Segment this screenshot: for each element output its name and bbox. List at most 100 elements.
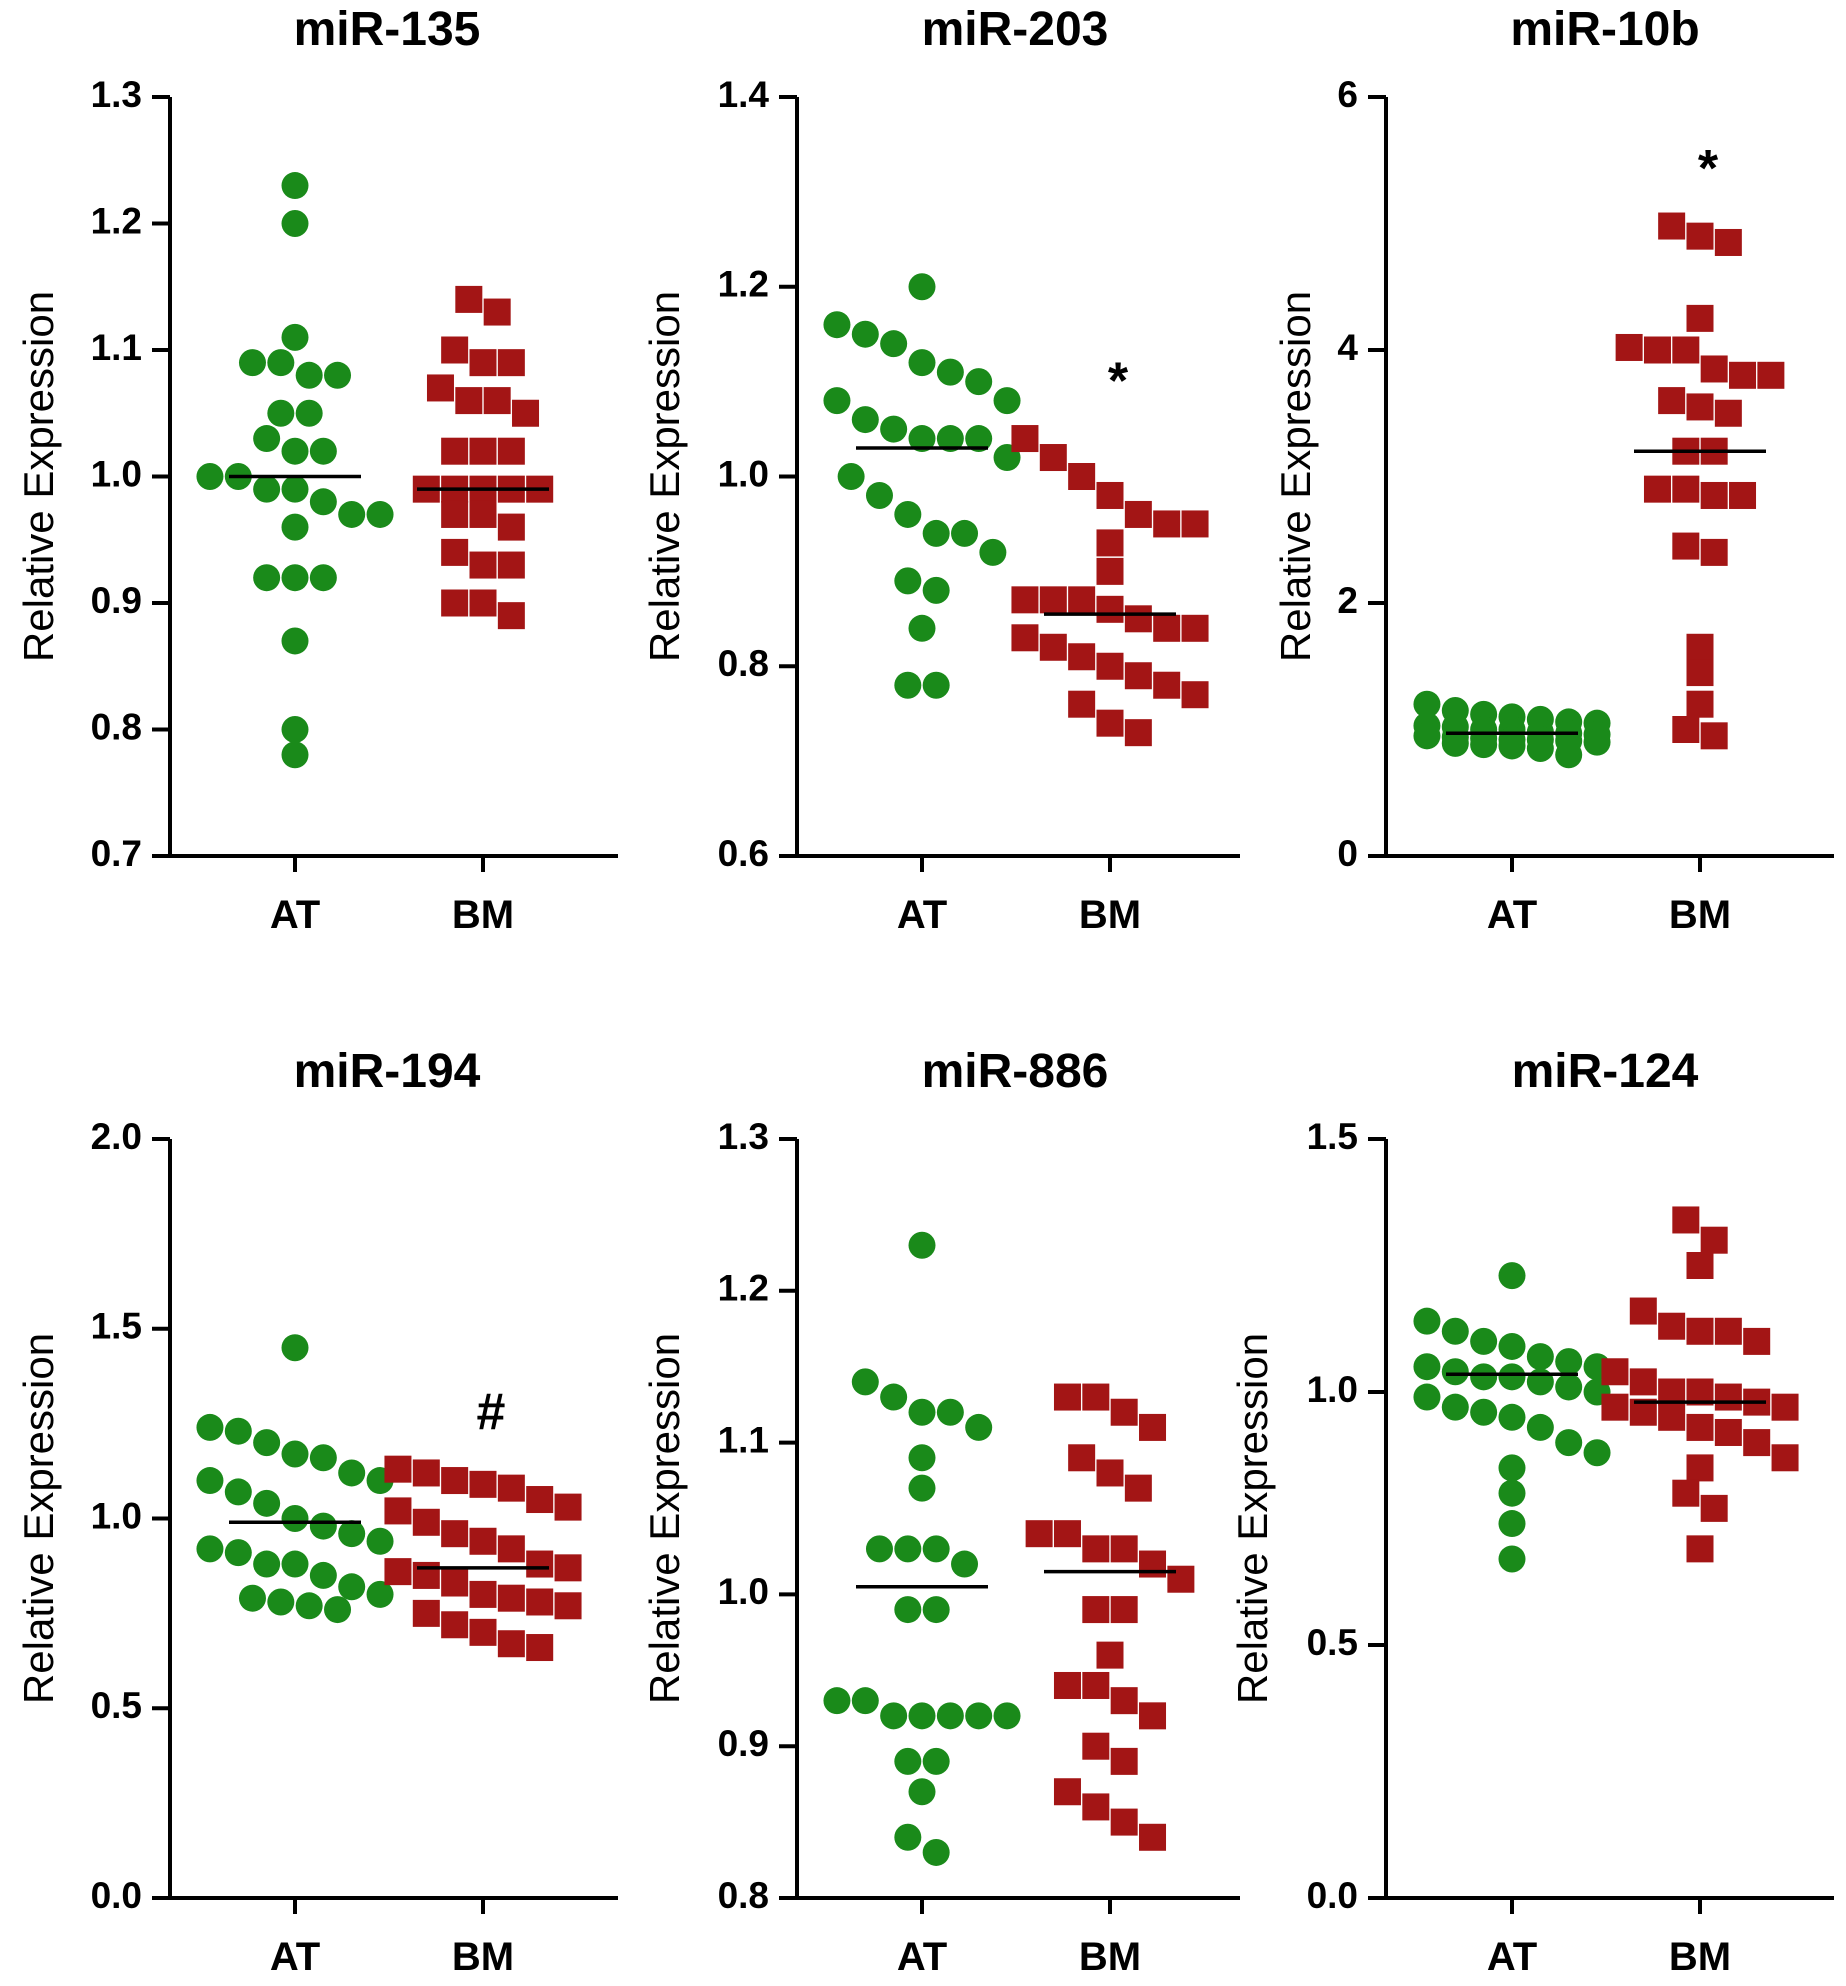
- data-point-bm: [1096, 557, 1124, 585]
- data-point-at: [880, 1702, 908, 1730]
- data-point-bm: [483, 298, 511, 326]
- data-point-bm: [469, 349, 497, 377]
- y-tick-label: 0.8: [718, 1875, 769, 1916]
- data-point-at: [1498, 1403, 1526, 1431]
- data-point-bm: [426, 374, 454, 402]
- data-point-at: [993, 387, 1021, 415]
- data-point-bm: [469, 1470, 497, 1498]
- data-point-at: [253, 1429, 281, 1457]
- x-tick-label-bm: BM: [1079, 893, 1141, 937]
- data-point-at: [865, 1535, 893, 1563]
- panel-title: miR-10b: [1510, 3, 1699, 56]
- x-tick-label-at: AT: [1487, 1935, 1537, 1979]
- data-point-bm: [1153, 671, 1181, 699]
- data-point-at: [1441, 1393, 1469, 1421]
- data-point-at: [922, 519, 950, 547]
- data-point-at: [936, 1702, 964, 1730]
- data-point-bm: [412, 1459, 440, 1487]
- data-point-at: [965, 1413, 993, 1441]
- data-point-bm: [497, 437, 525, 465]
- data-point-bm: [455, 387, 483, 415]
- data-point-at: [979, 538, 1007, 566]
- data-point-at: [309, 1512, 337, 1540]
- data-point-at: [1441, 1317, 1469, 1345]
- data-point-bm: [554, 1592, 582, 1620]
- y-tick-label: 1.0: [91, 453, 142, 494]
- data-point-bm: [1672, 716, 1700, 743]
- data-point-at: [965, 368, 993, 396]
- data-point-at: [851, 320, 879, 348]
- data-point-bm: [1068, 463, 1096, 490]
- data-point-bm: [1686, 633, 1714, 661]
- data-point-at: [1526, 1343, 1554, 1371]
- data-point-at: [238, 349, 266, 377]
- y-tick-label: 0.7: [91, 833, 142, 874]
- data-point-bm: [1729, 361, 1757, 389]
- data-point-bm: [441, 1467, 469, 1495]
- data-point-at: [281, 323, 309, 351]
- data-point-bm: [554, 1554, 582, 1582]
- data-point-at: [1498, 1454, 1526, 1482]
- y-axis-label: Relative Expression: [15, 291, 62, 662]
- data-point-bm: [1700, 355, 1728, 383]
- data-point-at: [1498, 732, 1526, 760]
- data-point-at: [338, 500, 366, 528]
- y-tick-label: 1.2: [91, 200, 142, 241]
- data-point-at: [224, 1417, 252, 1445]
- data-point-bm: [1053, 1671, 1081, 1699]
- data-point-at: [267, 349, 295, 377]
- data-point-at: [1413, 1353, 1441, 1381]
- y-tick-label: 6: [1337, 74, 1358, 115]
- data-point-at: [309, 1561, 337, 1589]
- data-point-bm: [1714, 1418, 1742, 1446]
- y-tick-label: 1.2: [718, 1268, 769, 1309]
- data-point-at: [281, 1550, 309, 1578]
- data-point-at: [851, 1368, 879, 1396]
- data-point-bm: [1096, 481, 1124, 509]
- data-point-at: [908, 273, 936, 301]
- data-point-bm: [497, 1630, 525, 1658]
- x-tick-label-bm: BM: [1669, 1935, 1731, 1979]
- data-point-bm: [412, 1561, 440, 1589]
- data-point-at: [922, 1747, 950, 1775]
- data-point-bm: [1757, 361, 1785, 389]
- data-point-at: [936, 425, 964, 453]
- significance-marker: *: [1108, 353, 1129, 411]
- data-point-at: [965, 1702, 993, 1730]
- data-point-at: [281, 716, 309, 743]
- data-point-bm: [1686, 659, 1714, 687]
- data-point-bm: [1053, 1383, 1081, 1411]
- data-point-at: [281, 1440, 309, 1468]
- significance-marker: *: [1698, 140, 1719, 198]
- data-point-at: [865, 481, 893, 509]
- y-tick-label: 0.8: [718, 643, 769, 684]
- data-point-at: [1470, 1363, 1498, 1391]
- data-point-bm: [526, 1588, 554, 1616]
- x-tick-label-at: AT: [270, 1935, 320, 1979]
- data-point-bm: [1096, 709, 1124, 737]
- y-tick-label: 1.0: [1307, 1369, 1358, 1410]
- data-point-bm: [469, 437, 497, 465]
- data-point-bm: [1139, 1702, 1167, 1730]
- data-point-at: [267, 1588, 295, 1616]
- panel-mir-203: miR-203 Relative Expression 0.6 0.8 1.0 1.2 1.…: [641, 3, 1240, 937]
- data-point-at: [253, 1489, 281, 1517]
- data-point-bm: [1124, 719, 1152, 747]
- data-point-at: [309, 1444, 337, 1472]
- y-tick-label: 4: [1337, 327, 1358, 368]
- data-point-bm: [1629, 1297, 1657, 1325]
- data-point-at: [281, 172, 309, 200]
- data-point-bm: [1039, 586, 1067, 614]
- data-point-bm: [384, 1558, 412, 1586]
- data-point-at: [894, 1535, 922, 1563]
- data-point-bm: [1686, 393, 1714, 421]
- data-point-bm: [497, 1535, 525, 1563]
- data-point-at: [253, 425, 281, 453]
- data-point-at: [281, 437, 309, 465]
- data-point-at: [894, 500, 922, 528]
- data-point-bm: [526, 1486, 554, 1514]
- data-point-at: [309, 488, 337, 516]
- data-point-bm: [441, 500, 469, 528]
- data-point-at: [196, 1413, 224, 1441]
- y-tick-label: 0.5: [91, 1685, 142, 1726]
